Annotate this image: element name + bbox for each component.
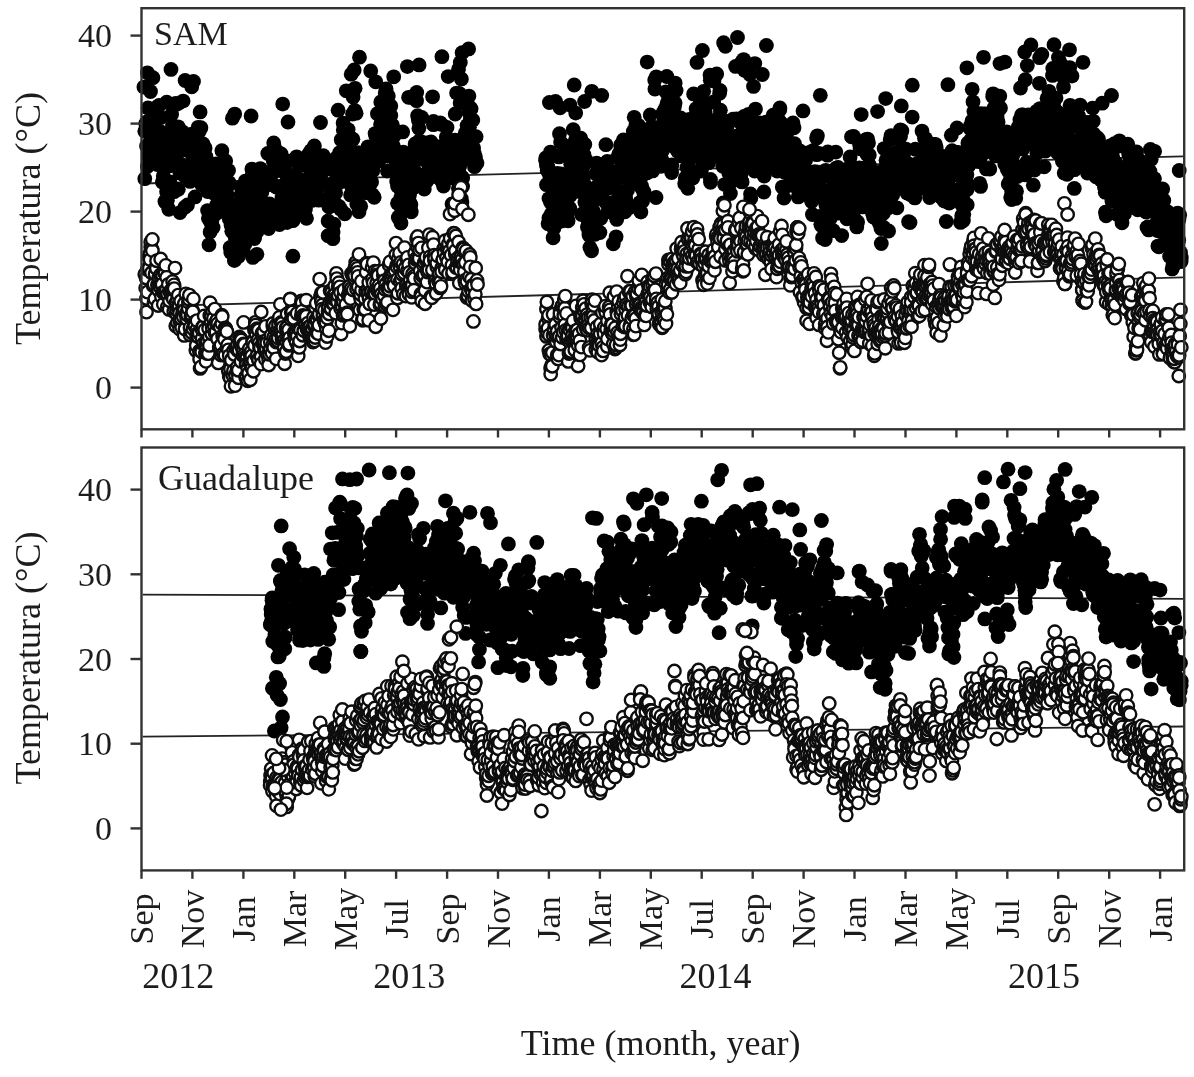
svg-text:2015: 2015 — [1008, 956, 1080, 996]
svg-text:2013: 2013 — [373, 956, 445, 996]
svg-text:2014: 2014 — [680, 956, 752, 996]
svg-text:40: 40 — [78, 17, 112, 54]
svg-text:May: May — [632, 888, 669, 950]
svg-text:SAM: SAM — [154, 15, 228, 52]
svg-text:May: May — [938, 888, 975, 950]
svg-text:10: 10 — [78, 725, 112, 762]
svg-text:Time (month, year): Time (month, year) — [521, 1023, 801, 1063]
svg-text:0: 0 — [95, 810, 112, 847]
svg-text:0: 0 — [95, 369, 112, 406]
svg-text:Jul: Jul — [378, 899, 415, 939]
svg-text:20: 20 — [78, 641, 112, 678]
svg-text:30: 30 — [78, 105, 112, 142]
svg-text:Sep: Sep — [734, 894, 771, 945]
svg-text:Jul: Jul — [989, 899, 1026, 939]
svg-text:Jan: Jan — [836, 896, 873, 941]
svg-text:Nov: Nov — [1091, 890, 1128, 949]
svg-text:Nov: Nov — [174, 890, 211, 949]
svg-text:40: 40 — [78, 471, 112, 508]
svg-text:Jan: Jan — [225, 896, 262, 941]
svg-text:Nov: Nov — [480, 890, 517, 949]
svg-text:Sep: Sep — [123, 894, 160, 945]
svg-text:20: 20 — [78, 193, 112, 230]
svg-text:Mar: Mar — [887, 890, 924, 947]
svg-text:Mar: Mar — [276, 890, 313, 947]
svg-text:May: May — [327, 888, 364, 950]
svg-text:Guadalupe: Guadalupe — [158, 458, 314, 498]
svg-text:30: 30 — [78, 556, 112, 593]
svg-text:Jul: Jul — [683, 899, 720, 939]
svg-text:Sep: Sep — [429, 894, 466, 945]
svg-text:Nov: Nov — [785, 890, 822, 949]
svg-text:10: 10 — [78, 281, 112, 318]
svg-text:Jan: Jan — [1142, 896, 1179, 941]
svg-text:2012: 2012 — [142, 956, 214, 996]
svg-text:Temperatura (°C): Temperatura (°C) — [8, 532, 48, 785]
svg-text:Sep: Sep — [1040, 894, 1077, 945]
svg-text:Temperatura (°C): Temperatura (°C) — [8, 92, 48, 345]
svg-text:Jan: Jan — [530, 896, 567, 941]
svg-text:Mar: Mar — [581, 890, 618, 947]
